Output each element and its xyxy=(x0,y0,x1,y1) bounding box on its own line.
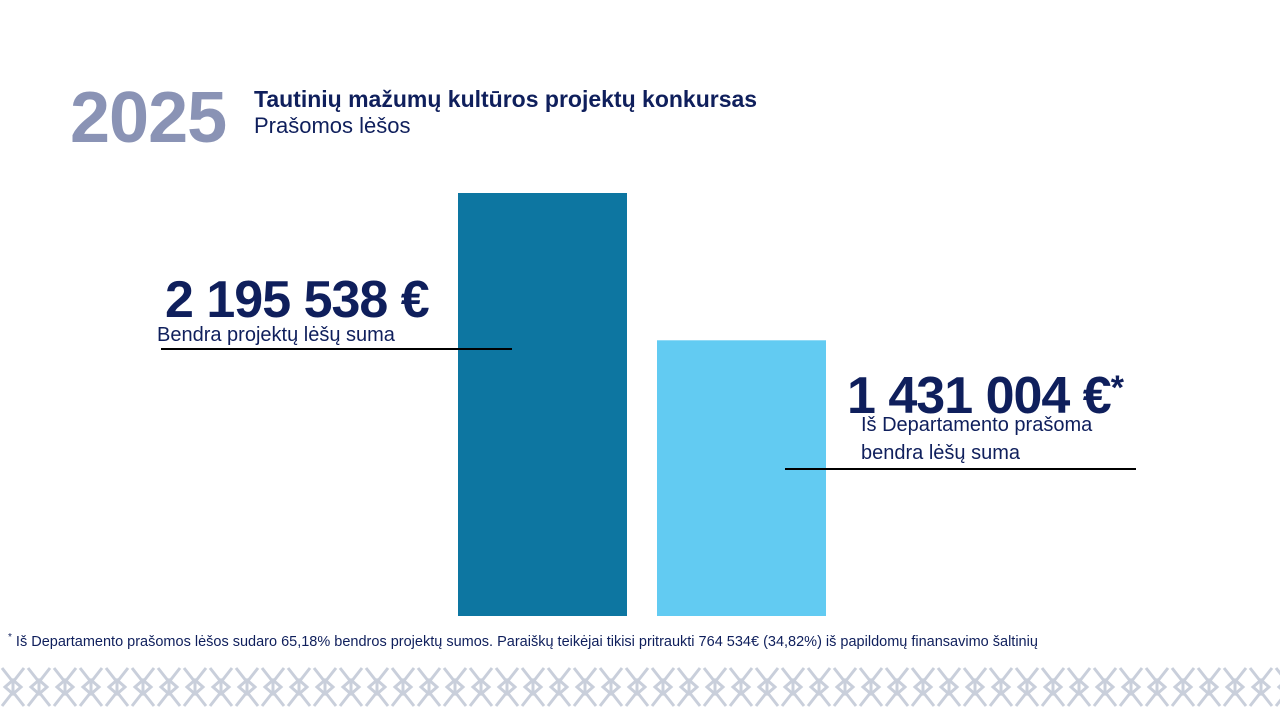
year-heading: 2025 xyxy=(70,78,227,158)
bar-total xyxy=(458,193,627,616)
footnote-asterisk: * xyxy=(8,632,12,643)
requested-value-label: 1 431 004 € xyxy=(847,367,1112,425)
requested-label-line2: bendra lėšų suma xyxy=(861,442,1020,464)
bar-requested xyxy=(657,340,826,616)
footnote-text: Iš Departamento prašomos lėšos sudaro 65… xyxy=(11,633,1038,650)
page-title: Tautinių mažumų kultūros projektų konkur… xyxy=(254,86,758,112)
footnote: * Iš Departamento prašomos lėšos sudaro … xyxy=(8,632,1038,650)
total-category-label: Bendra projektų lėšų suma xyxy=(157,324,395,346)
footnote-marker: * xyxy=(1110,369,1124,407)
page-subtitle: Prašomos lėšos xyxy=(254,113,411,138)
requested-category-label: Iš Departamento prašoma bendra lėšų suma xyxy=(861,411,1161,467)
decorative-border-pattern xyxy=(0,664,1280,710)
total-value-label: 2 195 538 € xyxy=(165,271,430,329)
requested-label-line1: Iš Departamento prašoma xyxy=(861,414,1093,436)
requested-value-wrapper: 1 431 004 €* xyxy=(847,367,1124,425)
